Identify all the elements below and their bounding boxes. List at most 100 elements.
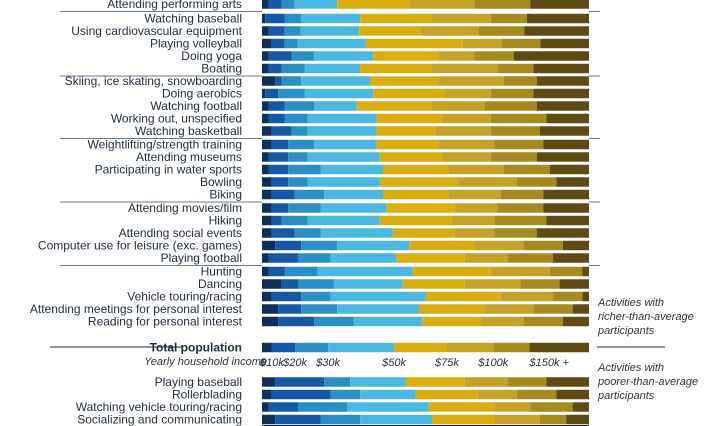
activity-bar-seg-7 [520,279,560,289]
activity-bar-seg-8 [566,414,589,425]
activity-bar-seg-8 [546,113,589,124]
activity-bar-seg-2 [275,76,282,86]
activity-bar-seg-8 [513,51,589,61]
activity-bar-seg-4 [307,215,380,226]
activity-bar-seg-4 [324,189,383,200]
activity-bar-seg-4 [320,164,383,175]
activity-bar-seg-5 [376,113,442,124]
activity-bar-seg-8 [559,279,589,289]
activity-bar-seg-5 [379,152,442,162]
x-tick-label: $75k [434,357,459,369]
activity-label: Working out, unspecified [111,112,242,126]
activity-bar-seg-1 [262,126,272,136]
activity-bar-seg-5 [432,414,495,425]
activity-bar-seg-7 [497,63,534,74]
activity-bar-seg-1 [262,88,266,99]
activity-bar-seg-8 [533,88,589,99]
activity-bar-seg-4 [320,228,393,238]
activity-bar-seg-7 [523,316,563,327]
activity-bar-seg-3 [278,88,305,99]
activity-bar-seg-4 [307,177,380,187]
poor-note-line: poorer-than-average [597,376,698,388]
x-tick-label: $150k + [529,357,570,369]
activity-bar-seg-3 [288,139,315,150]
activity-bar-seg-1 [262,253,269,263]
activity-bar-seg-8 [546,377,589,387]
activity-bar-seg-7 [507,377,547,387]
activity-bar-seg-5 [405,377,465,387]
activity-bar-seg-2 [268,152,289,162]
activity-bar-seg-4 [307,152,380,162]
activity-bar-seg-4 [304,88,374,99]
activity-bar-seg-3 [288,203,321,213]
activity-bar-seg-7 [503,76,537,86]
activity-bar-seg-8 [546,215,589,226]
activity-bar-seg-5 [418,304,485,314]
activity-bar-seg-1 [262,215,272,226]
activity-bar-seg-4 [360,414,433,425]
activity-bar-seg-7 [497,203,544,213]
activity-bar-seg-8 [533,63,589,74]
activity-bar-seg-2 [271,203,289,213]
rich-note-line: richer-than-average [598,311,694,323]
activity-bar-seg-2 [268,0,282,9]
total-population-bar-seg-8 [529,342,589,353]
activity-bar-seg-1 [262,26,269,36]
rich-note-line: participants [597,325,655,337]
activity-bar-seg-1 [262,316,279,327]
activity-bar-seg-6 [481,316,524,327]
activity-label: Hunting [201,265,242,279]
activity-bar-seg-2 [265,88,279,99]
activity-bar-seg-7 [478,26,525,36]
activity-bar-seg-8 [524,26,589,36]
activity-label: Boating [201,62,242,76]
activity-bar-seg-5 [373,88,446,99]
activity-bar-seg-7 [490,13,527,24]
activity-bar-seg-5 [360,63,433,74]
activity-bar-seg-3 [297,253,331,263]
activity-bar-seg-4 [304,63,361,74]
activity-bar-seg-2 [271,139,289,150]
activity-bar-seg-8 [536,76,589,86]
activity-bar-seg-7 [484,101,537,111]
activity-bar-seg-8 [536,152,589,162]
activity-bar-seg-4 [350,377,406,387]
activity-bar-seg-1 [262,402,269,412]
activity-bar-seg-6 [438,139,495,150]
activity-bar-seg-4 [317,266,413,277]
activity-bar-seg-5 [402,279,465,289]
activity-bar-seg-5 [396,253,465,263]
poor-note-line: participants [597,390,655,402]
x-axis-title: Yearly household income [144,356,267,368]
activity-bar-seg-3 [297,279,334,289]
activity-bar-seg-3 [281,63,305,74]
activity-bar-seg-1 [262,113,269,124]
activity-bar-seg-2 [268,402,298,412]
activity-bar-seg-7 [490,113,547,124]
activity-bar-seg-2 [275,377,325,387]
activity-bar-seg-6 [494,414,540,425]
activity-bar-seg-8 [540,38,589,49]
activity-bar-seg-2 [271,38,285,49]
activity-bar-seg-8 [572,402,589,412]
activity-bar-seg-1 [262,139,272,150]
poor-note-line: Activities with [597,362,664,374]
activity-bar-seg-8 [582,266,589,277]
activity-bar-seg-2 [268,164,289,175]
activity-bar-seg-1 [262,266,269,277]
activity-bar-seg-7 [523,240,563,251]
activity-bar-seg-6 [484,304,534,314]
activity-bar-seg-7 [549,266,583,277]
activity-bar-seg-5 [428,402,495,412]
activity-bar-seg-7 [494,228,537,238]
activity-label: Bowling [200,175,242,189]
activity-label: Attending meetings for personal interest [30,302,243,316]
activity-bar-seg-6 [474,240,524,251]
activity-bar-seg-4 [337,240,410,251]
activity-label: Watching football [150,99,242,113]
activity-bar-seg-6 [464,279,521,289]
activity-bar-seg-4 [297,38,366,49]
activity-bar-seg-5 [409,240,475,251]
activity-bar-seg-1 [262,291,272,302]
activity-bar-seg-2 [275,414,321,425]
